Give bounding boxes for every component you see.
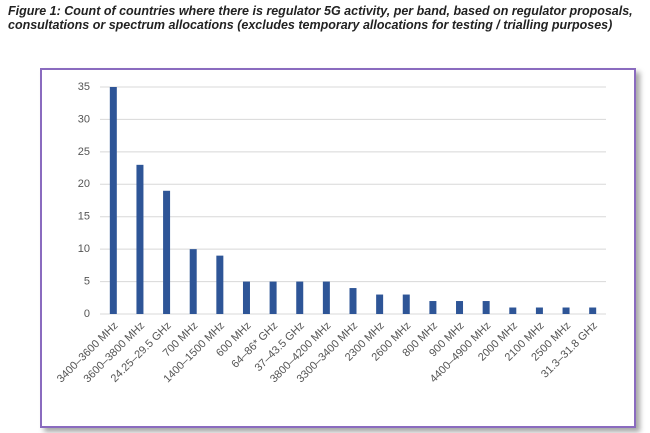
bar	[322, 281, 330, 314]
bar	[429, 301, 437, 314]
bar	[509, 307, 517, 314]
y-tick-label: 25	[78, 146, 90, 158]
chart-title: Figure 1: Count of countries where there…	[8, 4, 633, 32]
bar	[189, 249, 197, 314]
bar	[296, 281, 304, 314]
bar	[482, 301, 490, 314]
bar	[109, 87, 117, 314]
bar	[589, 307, 597, 314]
y-tick-label: 10	[78, 243, 90, 255]
bar	[376, 294, 384, 314]
bar	[136, 164, 144, 314]
bar	[402, 294, 410, 314]
y-tick-label: 0	[84, 308, 90, 320]
bar	[269, 281, 277, 314]
y-tick-label: 15	[78, 211, 90, 223]
bar	[216, 255, 224, 314]
y-tick-label: 30	[78, 113, 90, 125]
bar	[562, 307, 570, 314]
y-tick-label: 35	[78, 81, 90, 93]
bar	[535, 307, 543, 314]
bar	[456, 301, 464, 314]
y-tick-label: 5	[84, 275, 90, 287]
bar	[349, 288, 357, 314]
y-tick-label: 20	[78, 178, 90, 190]
bar	[163, 190, 171, 314]
bar	[242, 281, 250, 314]
